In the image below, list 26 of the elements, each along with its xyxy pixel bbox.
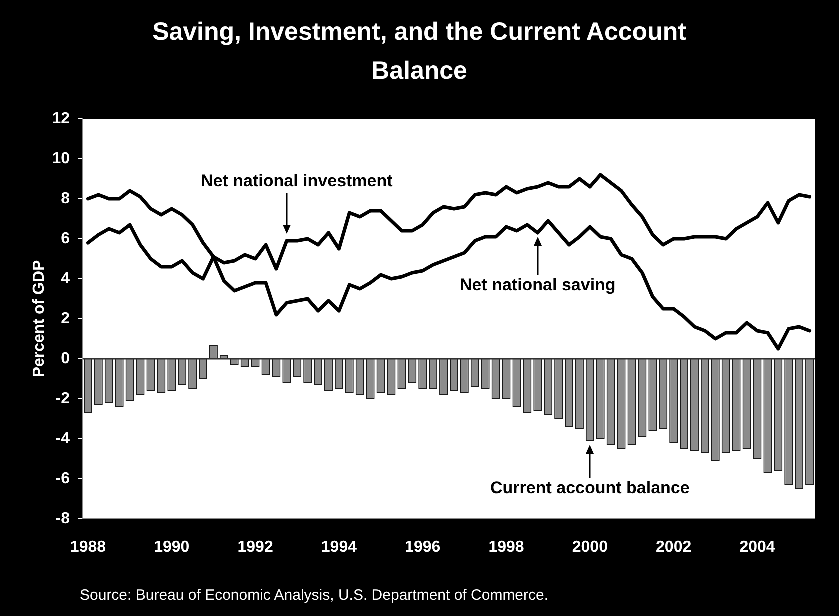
x-tick-label: 1990 xyxy=(154,539,190,556)
x-tick-label: 1996 xyxy=(405,539,441,556)
y-tick-label: -6 xyxy=(56,470,70,488)
y-tick-label: 10 xyxy=(52,150,70,168)
x-tick-label: 1998 xyxy=(488,539,524,556)
y-tick-label: 8 xyxy=(61,190,70,208)
source-note: Source: Bureau of Economic Analysis, U.S. Department of Commerce. xyxy=(80,587,549,605)
chart-title: Saving, Investment, and the Current Account Balance xyxy=(152,17,688,87)
y-tick-label: 2 xyxy=(61,310,70,328)
annotation: Net national saving xyxy=(460,276,616,295)
y-axis-title: Percent of GDP xyxy=(31,260,48,378)
y-tick-label: -4 xyxy=(56,430,70,448)
x-tick-label: 2000 xyxy=(572,539,608,556)
x-tick-label: 1994 xyxy=(321,539,358,556)
x-tick-label: 1988 xyxy=(70,539,106,556)
y-tick-label: 4 xyxy=(61,270,70,288)
y-tick-label: 0 xyxy=(61,350,70,368)
y-tick-label: 6 xyxy=(61,230,70,248)
x-tick-label: 2002 xyxy=(656,539,692,556)
annotation: Current account balance xyxy=(490,478,690,498)
y-tick-label: -2 xyxy=(56,390,70,408)
y-tick-label: -8 xyxy=(56,510,70,528)
x-tick-label: 1992 xyxy=(238,539,274,556)
y-tick-label: 12 xyxy=(52,110,70,128)
annotation: Net national investment xyxy=(201,172,394,191)
x-tick-label: 2004 xyxy=(740,539,776,556)
